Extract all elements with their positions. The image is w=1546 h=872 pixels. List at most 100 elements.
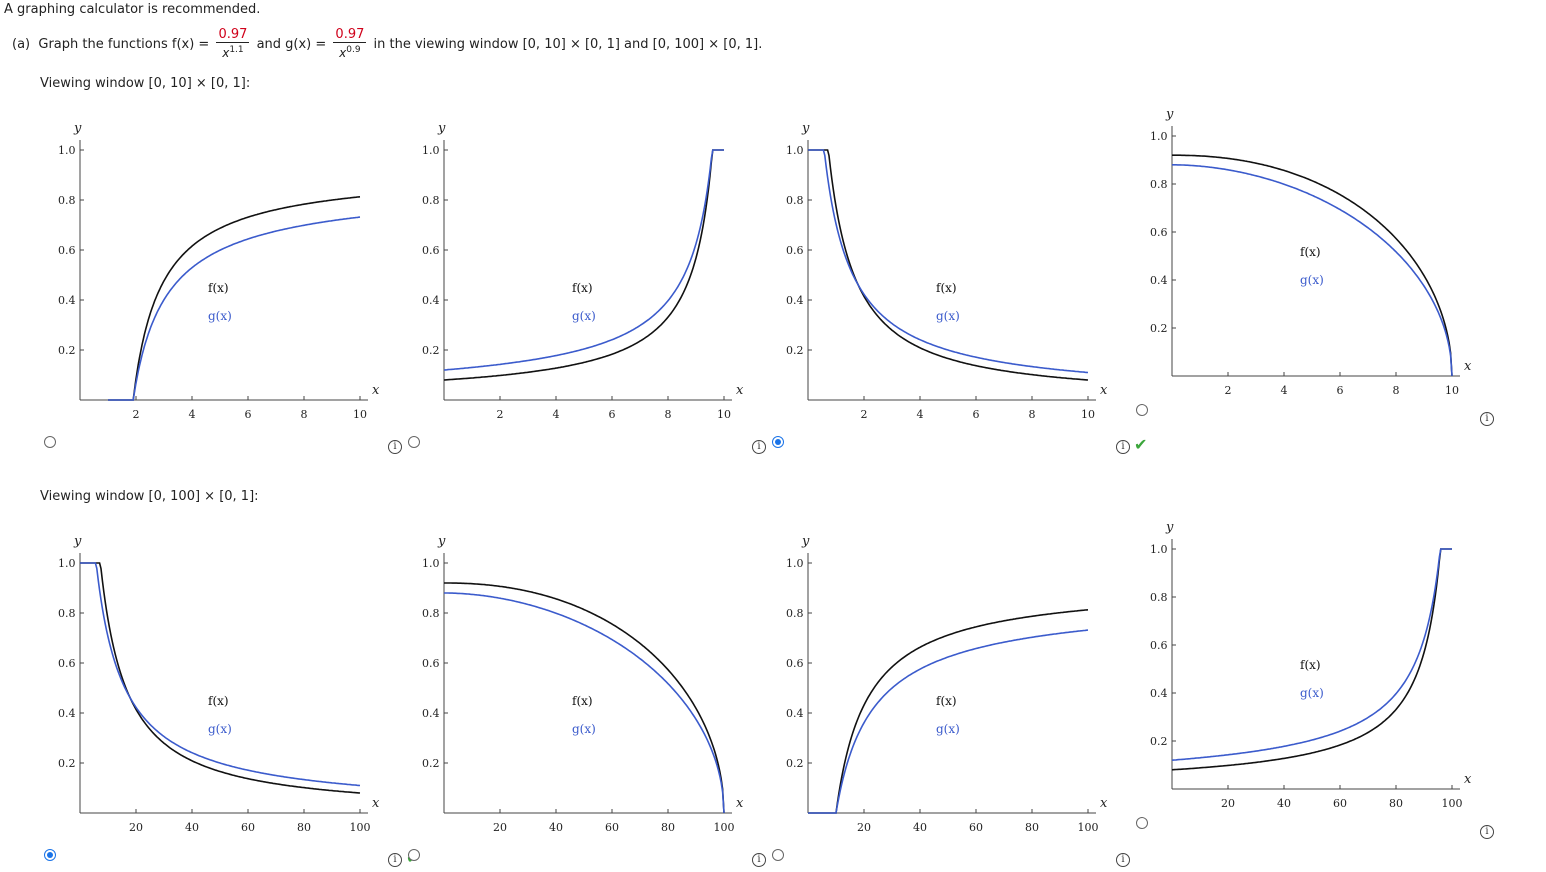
prompt-text-2: and g(x) = bbox=[256, 36, 327, 52]
x-axis-label: x bbox=[1464, 772, 1472, 787]
f-curve bbox=[444, 582, 725, 814]
y-axis-label: y bbox=[1165, 520, 1174, 535]
y-tick-label: 0.2 bbox=[1150, 322, 1168, 335]
info-icon[interactable]: i bbox=[388, 853, 402, 867]
y-axis-label: y bbox=[437, 534, 446, 549]
x-tick-label: 2 bbox=[497, 408, 504, 421]
x-tick-label: 10 bbox=[353, 408, 367, 421]
y-tick-label: 0.2 bbox=[58, 344, 76, 357]
x-tick-label: 4 bbox=[189, 408, 196, 421]
g-denominator: x0.9 bbox=[339, 45, 361, 60]
window-label-2: Viewing window [0, 100] × [0, 1]: bbox=[40, 489, 259, 504]
x-tick-label: 4 bbox=[553, 408, 560, 421]
x-axis-label: x bbox=[736, 796, 744, 811]
info-icon[interactable]: i bbox=[1116, 440, 1130, 454]
y-axis-label: y bbox=[73, 534, 82, 549]
window-label-1: Viewing window [0, 10] × [0, 1]: bbox=[40, 76, 251, 91]
x-tick-label: 100 bbox=[1442, 797, 1463, 810]
y-tick-label: 0.4 bbox=[786, 707, 804, 720]
graph-option-radio[interactable] bbox=[408, 849, 420, 861]
x-tick-label: 60 bbox=[1333, 797, 1347, 810]
legend-g: g(x) bbox=[572, 722, 596, 736]
g-curve bbox=[808, 149, 1089, 374]
x-tick-label: 60 bbox=[969, 821, 983, 834]
graph-option-radio[interactable] bbox=[44, 849, 56, 861]
y-tick-label: 0.2 bbox=[422, 757, 440, 770]
y-tick-label: 0.8 bbox=[422, 607, 440, 620]
legend-g: g(x) bbox=[936, 722, 960, 736]
g-fraction: 0.97 x0.9 bbox=[333, 27, 367, 60]
info-icon[interactable]: i bbox=[1480, 825, 1494, 839]
x-axis-label: x bbox=[372, 383, 380, 398]
y-axis-label: y bbox=[73, 121, 82, 136]
info-icon[interactable]: i bbox=[1480, 412, 1494, 426]
intro-text: A graphing calculator is recommended. bbox=[4, 2, 261, 17]
f-denominator: x1.1 bbox=[222, 45, 244, 60]
f-curve bbox=[108, 196, 361, 401]
f-curve bbox=[443, 149, 724, 381]
x-tick-label: 100 bbox=[714, 821, 735, 834]
x-tick-label: 20 bbox=[1221, 797, 1235, 810]
y-tick-label: 0.6 bbox=[1150, 639, 1168, 652]
x-tick-label: 40 bbox=[1277, 797, 1291, 810]
graph-option-radio[interactable] bbox=[1136, 404, 1148, 416]
y-axis-label: y bbox=[801, 121, 810, 136]
g-curve bbox=[808, 629, 1089, 814]
x-tick-label: 80 bbox=[1389, 797, 1403, 810]
graph-option-2-3: y x 0.2 0.4 0.6 0.8 1.0 20 40 60 80 100 f(x) g(x) bbox=[786, 534, 1108, 834]
y-tick-label: 1.0 bbox=[58, 557, 76, 570]
graph-option-1-2: y x 0.2 0.4 0.6 0.8 1.0 2 4 6 8 10 f(x) g(x) bbox=[422, 121, 744, 421]
legend-g: g(x) bbox=[1300, 273, 1324, 287]
x-tick-label: 60 bbox=[605, 821, 619, 834]
x-tick-label: 20 bbox=[857, 821, 871, 834]
y-tick-label: 0.8 bbox=[1150, 178, 1168, 191]
y-tick-label: 0.6 bbox=[786, 244, 804, 257]
x-tick-label: 6 bbox=[973, 408, 980, 421]
g-curve bbox=[1172, 164, 1453, 377]
y-tick-label: 1.0 bbox=[422, 144, 440, 157]
y-tick-label: 1.0 bbox=[786, 557, 804, 570]
y-tick-label: 0.6 bbox=[1150, 226, 1168, 239]
y-tick-label: 0.8 bbox=[1150, 591, 1168, 604]
legend-f: f(x) bbox=[936, 281, 957, 295]
x-tick-label: 20 bbox=[129, 821, 143, 834]
x-axis-label: x bbox=[1100, 383, 1108, 398]
y-tick-label: 0.8 bbox=[58, 607, 76, 620]
f-curve bbox=[1171, 548, 1452, 771]
f-numerator: 0.97 bbox=[216, 27, 250, 43]
x-tick-label: 40 bbox=[549, 821, 563, 834]
graph-option-radio[interactable] bbox=[772, 436, 784, 448]
y-tick-label: 0.6 bbox=[786, 657, 804, 670]
y-tick-label: 0.8 bbox=[786, 194, 804, 207]
graph-option-1-4: y x 0.2 0.4 0.6 0.8 1.0 2 4 6 8 10 f(x) g(x) bbox=[1150, 107, 1472, 397]
info-icon[interactable]: i bbox=[752, 440, 766, 454]
x-tick-label: 40 bbox=[185, 821, 199, 834]
info-icon[interactable]: i bbox=[1116, 853, 1130, 867]
graph-option-radio[interactable] bbox=[772, 849, 784, 861]
legend-f: f(x) bbox=[1300, 658, 1321, 672]
graph-option-2-1: y x 0.2 0.4 0.6 0.8 1.0 20 40 60 80 100 f(x) g(x) bbox=[58, 534, 380, 834]
f-curve bbox=[1172, 154, 1453, 377]
y-tick-label: 1.0 bbox=[58, 144, 76, 157]
x-tick-label: 20 bbox=[493, 821, 507, 834]
x-tick-label: 80 bbox=[661, 821, 675, 834]
g-curve bbox=[444, 592, 725, 814]
legend-g: g(x) bbox=[1300, 686, 1324, 700]
x-tick-label: 80 bbox=[1025, 821, 1039, 834]
y-axis-label: y bbox=[801, 534, 810, 549]
x-tick-label: 8 bbox=[665, 408, 672, 421]
graph-option-radio[interactable] bbox=[44, 436, 56, 448]
y-tick-label: 0.6 bbox=[58, 657, 76, 670]
g-numerator: 0.97 bbox=[333, 27, 367, 43]
graph-option-radio[interactable] bbox=[408, 436, 420, 448]
legend-f: f(x) bbox=[1300, 245, 1321, 259]
x-tick-label: 8 bbox=[301, 408, 308, 421]
y-tick-label: 0.4 bbox=[1150, 687, 1168, 700]
y-tick-label: 0.6 bbox=[422, 657, 440, 670]
graph-option-radio[interactable] bbox=[1136, 817, 1148, 829]
y-tick-label: 0.6 bbox=[422, 244, 440, 257]
info-icon[interactable]: i bbox=[388, 440, 402, 454]
legend-g: g(x) bbox=[572, 309, 596, 323]
info-icon[interactable]: i bbox=[752, 853, 766, 867]
y-tick-label: 0.4 bbox=[786, 294, 804, 307]
